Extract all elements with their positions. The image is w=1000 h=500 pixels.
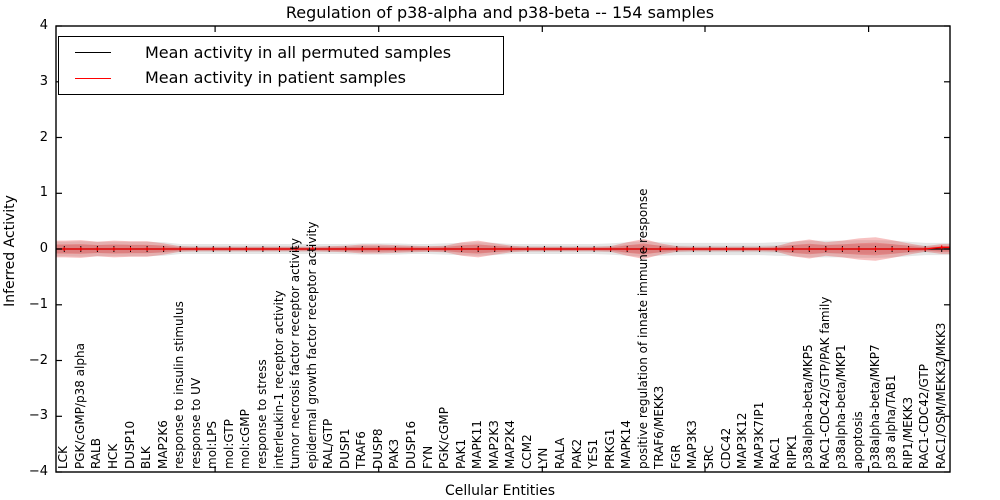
xtick-label: response to stress — [254, 359, 269, 469]
legend-label-permuted: Mean activity in all permuted samples — [145, 42, 452, 62]
xtick-label: MAPK11 — [470, 420, 485, 469]
ytick-label: −2 — [28, 352, 48, 368]
xtick-label: PRKG1 — [602, 428, 617, 469]
ytick-label: 1 — [39, 185, 48, 201]
xtick-label: TRAF6/MEKK3 — [652, 385, 667, 469]
xtick-label: p38alpha-beta/MKP5 — [801, 344, 816, 469]
xtick-label: RAC1 — [768, 437, 783, 469]
legend-label-patient: Mean activity in patient samples — [145, 68, 406, 88]
legend-line-sample-red — [75, 77, 111, 79]
xtick-label: DUSP8 — [370, 428, 385, 469]
chart-title: Regulation of p38-alpha and p38-beta -- … — [285, 3, 715, 22]
xtick-label: p38alpha-beta/MKP1 — [834, 344, 849, 469]
xtick-label: RIP1/MEKK3 — [900, 396, 915, 469]
xtick-label: RALA — [552, 437, 567, 469]
xtick-label: interleukin-1 receptor activity — [271, 290, 286, 469]
xtick-label: MAP3K3 — [685, 420, 700, 469]
xtick-label: SRC — [701, 445, 716, 469]
xtick-label: RAC1-CDC42/GTP — [917, 364, 932, 469]
xtick-label: mol:cGMP — [238, 409, 253, 469]
xtick-label: DUSP16 — [403, 420, 418, 469]
xtick-label: YES1 — [586, 438, 601, 469]
xtick-label: PAK2 — [569, 438, 584, 469]
xtick-label: RAC1-CDC42/GTP/PAK family — [817, 296, 832, 469]
xtick-label: response to insulin stimulus — [172, 301, 187, 469]
xtick-label: MAP3K12 — [735, 412, 750, 469]
ytick-label: −1 — [28, 296, 48, 312]
xtick-label: PGK/cGMP — [437, 407, 452, 469]
xtick-label: epidermal growth factor receptor activit… — [304, 221, 319, 469]
xtick-label: PAK3 — [387, 438, 402, 469]
xtick-label: DUSP10 — [122, 420, 137, 469]
xtick-label: p38alpha-beta/MKP7 — [867, 344, 882, 469]
xtick-label: p38 alpha/TAB1 — [884, 374, 899, 469]
xtick-label: FGR — [668, 444, 683, 469]
xtick-label: PAK1 — [453, 438, 468, 469]
xtick-label: PGK/cGMP/p38 alpha — [72, 343, 87, 469]
xtick-label: CDC42 — [718, 427, 733, 469]
xtick-label: RAC1/OSM/MEKK3/MKK3 — [933, 322, 948, 469]
xtick-label: RALB — [89, 438, 104, 469]
xtick-label: CCM2 — [519, 434, 534, 469]
ytick-label: 3 — [39, 73, 48, 89]
xtick-label: RIPK1 — [784, 434, 799, 469]
xtick-label: apoptosis — [850, 411, 865, 469]
ytick-label: −3 — [28, 408, 48, 424]
ytick-label: 2 — [39, 129, 48, 145]
xtick-label: DUSP1 — [337, 428, 352, 469]
xtick-label: MAP2K6 — [155, 420, 170, 469]
xtick-label: LYN — [536, 447, 551, 469]
xtick-label: TRAF6 — [354, 431, 369, 469]
ytick-label: 0 — [39, 241, 48, 256]
xtick-label: HCK — [105, 443, 120, 469]
xtick-label: MAP2K3 — [486, 420, 501, 469]
ytick-label: 4 — [39, 18, 48, 33]
xtick-label: RAL/GTP — [321, 418, 336, 469]
xtick-label: FYN — [420, 445, 435, 469]
x-axis-label: Cellular Entities — [444, 483, 556, 499]
xtick-label: tumor necrosis factor receptor activity — [288, 238, 303, 469]
legend-line-sample-black — [75, 52, 111, 54]
xtick-label: MAP3K7IP1 — [751, 401, 766, 469]
xtick-label: response to UV — [188, 377, 203, 469]
legend-entry-permuted: Mean activity in all permuted samples — [59, 43, 503, 63]
xtick-label: MAP2K4 — [503, 420, 518, 469]
xtick-label: mol:GTP — [221, 419, 236, 469]
xtick-label: LCK — [56, 446, 71, 469]
xtick-label: mol:LPS — [205, 421, 220, 469]
ytick-label: −4 — [28, 464, 48, 479]
legend: Mean activity in all permuted samples Me… — [58, 36, 504, 95]
xtick-label: positive regulation of innate immune res… — [635, 188, 650, 469]
xtick-label: BLK — [139, 446, 154, 469]
xtick-label: MAPK14 — [619, 420, 634, 469]
legend-entry-patient: Mean activity in patient samples — [59, 68, 503, 88]
